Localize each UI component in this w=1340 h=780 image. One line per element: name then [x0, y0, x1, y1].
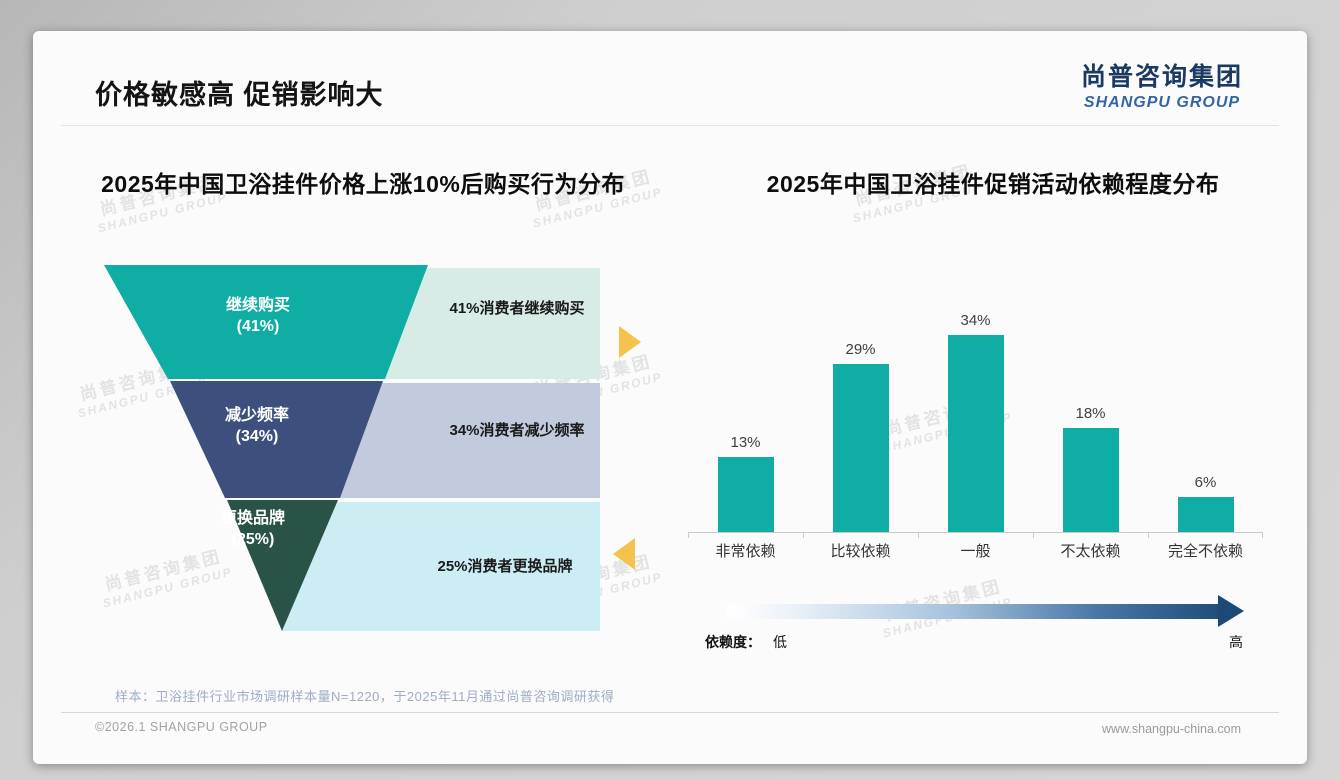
funnel-annotation-band-3	[282, 502, 600, 631]
bar-value-label: 29%	[845, 340, 876, 358]
funnel-annotation-band-2	[340, 383, 600, 498]
bar-value-label: 18%	[1075, 404, 1106, 422]
bar-chart-plot: 13% 29% 34% 18% 6%	[688, 273, 1263, 538]
axis-tick	[1148, 532, 1149, 538]
bar-column: 34%	[918, 312, 1033, 532]
axis-tick	[1262, 532, 1263, 538]
funnel-stage-3-label: 更换品牌 (25%)	[220, 510, 285, 548]
dependency-label: 依赖度：	[705, 634, 761, 650]
axis-tick	[1033, 532, 1034, 538]
gradient-arrow	[688, 594, 1263, 628]
arrow-left-icon	[613, 538, 635, 570]
funnel-stage-2-label: 减少频率 (34%)	[224, 407, 289, 445]
category-label: 非常依赖	[715, 543, 776, 560]
bar	[832, 363, 889, 532]
logo-cn-text: 尚普咨询集团	[1080, 63, 1243, 91]
company-logo: 尚普咨询集团 SHANGPU GROUP	[1081, 57, 1243, 112]
funnel-stage-1-label: 继续购买 (41%)	[225, 297, 290, 335]
bar	[947, 334, 1004, 532]
dependency-high-label: 高	[1229, 634, 1243, 650]
header-divider	[61, 125, 1279, 126]
bar-value-label: 6%	[1194, 474, 1217, 492]
arrow-right-icon	[619, 326, 641, 358]
category-label: 比较依赖	[830, 543, 891, 560]
funnel-annotation-2: 34%消费者减少频率	[449, 422, 585, 439]
bar-column: 6%	[1148, 474, 1263, 532]
bar-value-label: 13%	[730, 433, 761, 451]
funnel-annotation-1: 41%消费者继续购买	[449, 300, 585, 317]
bar	[1177, 497, 1234, 532]
sample-footnote: 样本：卫浴挂件行业市场调研样本量N=1220，于2025年11月通过尚普咨询调研…	[115, 689, 615, 704]
slide-card: 尚普咨询集团 SHANGPU GROUP 尚普咨询集团 SHANGPU GROUP …	[33, 31, 1307, 764]
footer-divider	[61, 712, 1279, 713]
funnel-chart-title: 2025年中国卫浴挂件价格上涨10%后购买行为分布	[101, 171, 625, 197]
copyright-text: ©2026.1 SHANGPU GROUP	[95, 720, 268, 734]
funnel-stage-1	[104, 265, 428, 379]
bar-column: 18%	[1033, 405, 1148, 532]
bar-chart: 13% 29% 34% 18% 6%	[688, 273, 1263, 561]
axis-tick	[688, 532, 689, 538]
logo-en-text: SHANGPU GROUP	[1083, 94, 1241, 111]
dependency-low-label: 低	[773, 634, 787, 650]
category-label: 完全不依赖	[1167, 543, 1243, 560]
bar-column: 29%	[803, 341, 918, 532]
dependency-scale: 依赖度： 低 高	[688, 594, 1263, 652]
bar-value-label: 34%	[960, 311, 991, 329]
gradient-arrow-body	[727, 603, 1219, 619]
funnel-annotation-band-1	[385, 268, 600, 379]
category-label: 一般	[960, 543, 991, 560]
website-url: www.shangpu-china.com	[1102, 722, 1241, 736]
funnel-chart: 继续购买 (41%) 减少频率 (34%) 更换品牌 (25%) 41%消费者继…	[104, 265, 600, 633]
bar	[1062, 427, 1119, 532]
bar-chart-title: 2025年中国卫浴挂件促销活动依赖程度分布	[766, 171, 1220, 197]
bar-column: 13%	[688, 434, 803, 532]
axis-tick	[918, 532, 919, 538]
axis-tick	[803, 532, 804, 538]
page-title: 价格敏感高 促销影响大	[95, 80, 384, 110]
category-label: 不太依赖	[1060, 543, 1121, 560]
gradient-arrow-head-icon	[1218, 595, 1244, 627]
bar	[717, 456, 774, 532]
bar-chart-categories: 非常依赖 比较依赖 一般 不太依赖 完全不依赖	[688, 533, 1263, 561]
funnel-annotation-3: 25%消费者更换品牌	[437, 558, 573, 575]
